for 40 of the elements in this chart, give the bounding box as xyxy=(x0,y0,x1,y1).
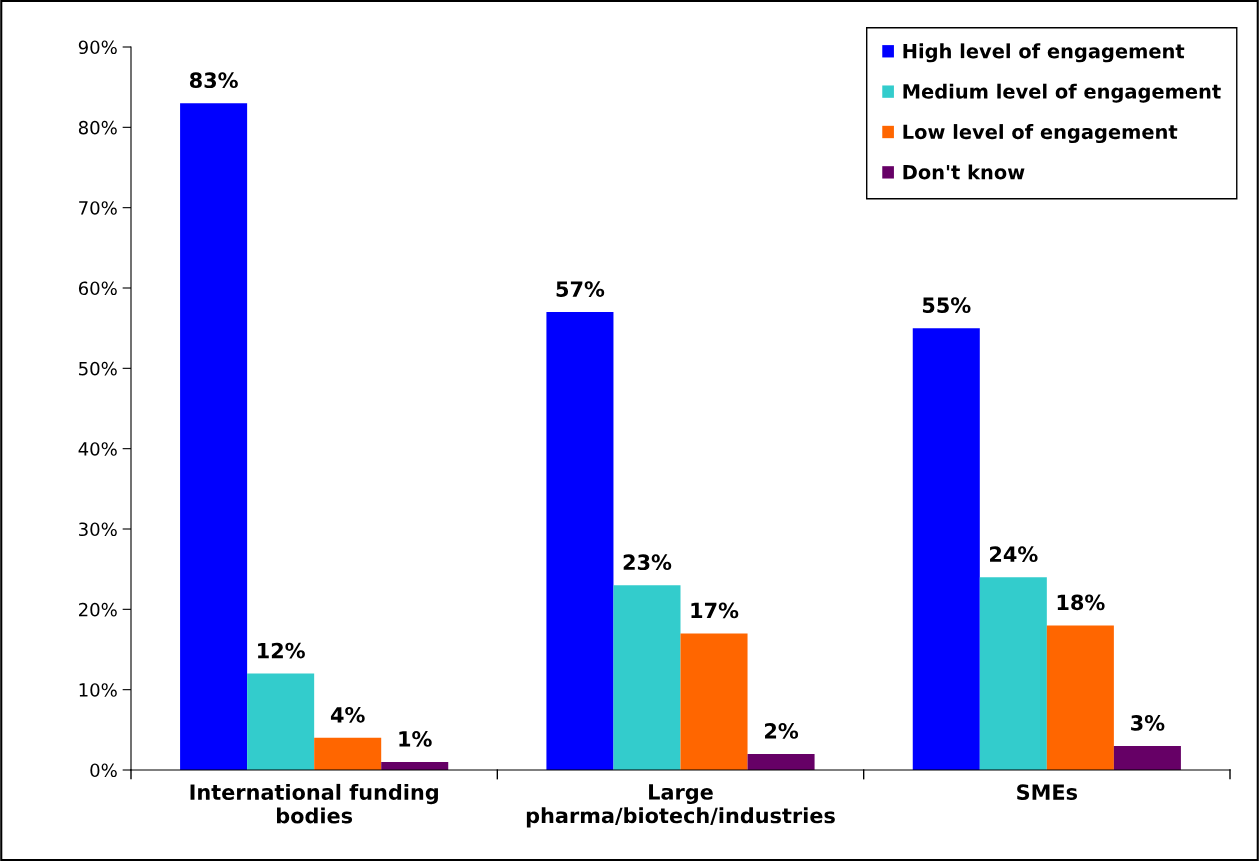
y-tick-label: 60% xyxy=(78,281,117,296)
bar xyxy=(747,753,815,770)
data-label: 18% xyxy=(1057,594,1105,611)
y-tick-label: 20% xyxy=(79,602,117,617)
data-label: 3% xyxy=(1131,714,1165,731)
y-tick-label: 10% xyxy=(79,683,117,697)
y-tick-label: 0% xyxy=(90,763,117,778)
x-tick-label: International funding bodies xyxy=(190,783,438,824)
legend-label: Low level of engagement xyxy=(903,124,1178,144)
bar xyxy=(1113,745,1181,770)
bar xyxy=(979,577,1047,770)
data-label: 12% xyxy=(258,642,305,659)
legend-label: High level of engagement xyxy=(903,43,1185,63)
data-label: 57% xyxy=(556,281,605,297)
y-tick-label: 40% xyxy=(78,442,117,456)
y-tick-label: 30% xyxy=(79,522,117,537)
bar xyxy=(180,103,248,770)
data-label: 83% xyxy=(189,72,238,89)
y-tick-label: 70% xyxy=(79,201,117,215)
data-label: 55% xyxy=(922,297,971,314)
bar xyxy=(247,673,315,770)
bar xyxy=(1046,625,1114,770)
legend-label: Don't know xyxy=(903,164,1025,180)
data-label: 17% xyxy=(691,602,739,619)
y-tick-label: 90% xyxy=(78,40,117,55)
bar xyxy=(314,737,382,770)
y-tick-label: 50% xyxy=(79,361,117,376)
bar xyxy=(546,312,614,770)
bar xyxy=(613,585,681,770)
y-tick-label: 80% xyxy=(78,120,117,135)
bar xyxy=(912,328,980,770)
x-tick-label: Large pharma/biotech/industries xyxy=(526,784,835,828)
bar xyxy=(680,633,748,770)
data-label: 23% xyxy=(623,554,672,571)
data-label: 24% xyxy=(990,546,1038,563)
data-label: 1% xyxy=(399,731,432,747)
data-label: 2% xyxy=(765,723,799,739)
x-tick-label: SMEs xyxy=(1017,784,1078,801)
legend-label: Medium level of engagement xyxy=(903,83,1221,103)
data-label: 4% xyxy=(330,706,365,723)
